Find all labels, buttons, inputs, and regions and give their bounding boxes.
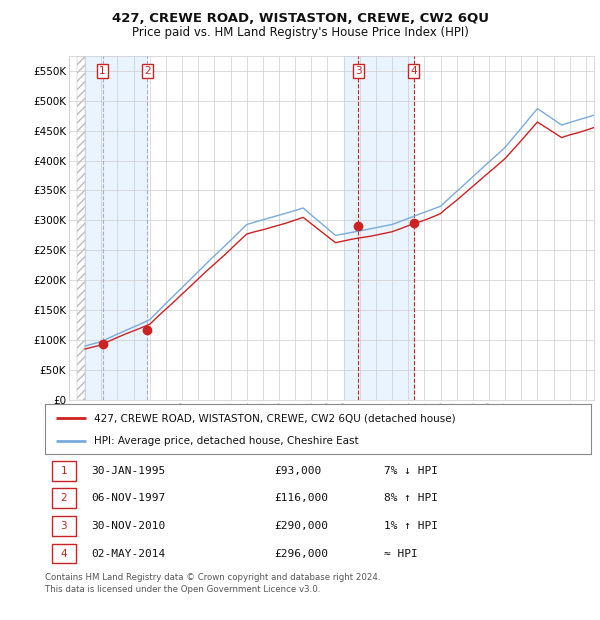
Text: 02-MAY-2014: 02-MAY-2014 <box>91 549 166 559</box>
FancyBboxPatch shape <box>52 544 76 564</box>
Text: 427, CREWE ROAD, WISTASTON, CREWE, CW2 6QU: 427, CREWE ROAD, WISTASTON, CREWE, CW2 6… <box>112 12 488 25</box>
Text: 1: 1 <box>99 66 106 76</box>
Text: Contains HM Land Registry data © Crown copyright and database right 2024.
This d: Contains HM Land Registry data © Crown c… <box>45 574 380 595</box>
Text: 427, CREWE ROAD, WISTASTON, CREWE, CW2 6QU (detached house): 427, CREWE ROAD, WISTASTON, CREWE, CW2 6… <box>94 413 456 423</box>
Text: 8% ↑ HPI: 8% ↑ HPI <box>383 494 437 503</box>
Bar <box>85 56 148 400</box>
Text: 2: 2 <box>61 494 67 503</box>
Text: 06-NOV-1997: 06-NOV-1997 <box>91 494 166 503</box>
Text: 4: 4 <box>61 549 67 559</box>
Text: £93,000: £93,000 <box>274 466 322 476</box>
Text: £296,000: £296,000 <box>274 549 328 559</box>
Text: 30-JAN-1995: 30-JAN-1995 <box>91 466 166 476</box>
Text: 3: 3 <box>61 521 67 531</box>
Bar <box>77 56 85 400</box>
Text: Price paid vs. HM Land Registry's House Price Index (HPI): Price paid vs. HM Land Registry's House … <box>131 26 469 39</box>
Text: £290,000: £290,000 <box>274 521 328 531</box>
Text: 30-NOV-2010: 30-NOV-2010 <box>91 521 166 531</box>
FancyBboxPatch shape <box>52 516 76 536</box>
Text: 2: 2 <box>144 66 151 76</box>
Text: £116,000: £116,000 <box>274 494 328 503</box>
FancyBboxPatch shape <box>52 461 76 480</box>
Text: 1% ↑ HPI: 1% ↑ HPI <box>383 521 437 531</box>
Text: HPI: Average price, detached house, Cheshire East: HPI: Average price, detached house, Ches… <box>94 436 359 446</box>
Text: 3: 3 <box>355 66 362 76</box>
Text: ≈ HPI: ≈ HPI <box>383 549 417 559</box>
Bar <box>344 56 413 400</box>
FancyBboxPatch shape <box>52 489 76 508</box>
Text: 1: 1 <box>61 466 67 476</box>
Text: 7% ↓ HPI: 7% ↓ HPI <box>383 466 437 476</box>
Text: 4: 4 <box>410 66 417 76</box>
